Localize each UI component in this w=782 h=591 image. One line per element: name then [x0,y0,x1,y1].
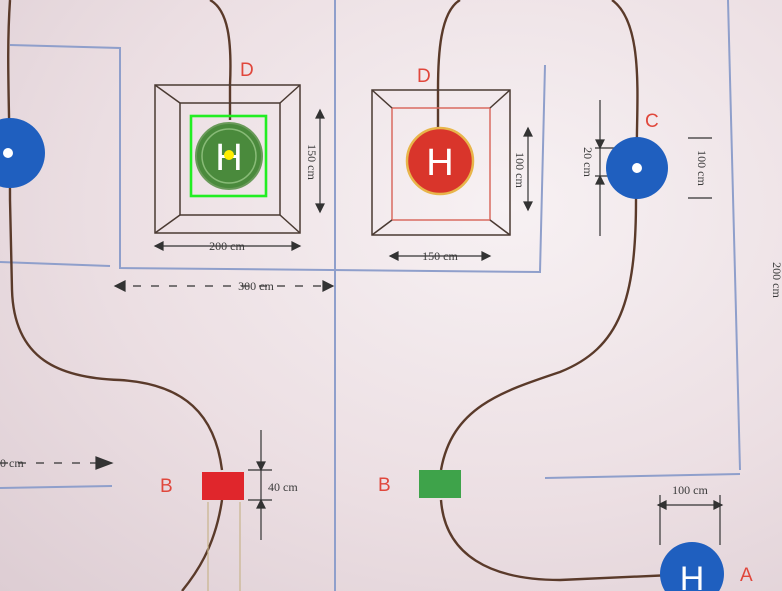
target-a-letter: H [680,560,705,591]
dim-target-c-offset: 20 cm [581,147,595,177]
box-b-right-tag: B [378,475,391,496]
helipad-right-pad [405,126,475,196]
helipad-left-frame [154,84,301,234]
box-b-left-tag: B [160,476,173,497]
dim-left-square-height: 150 cm [305,144,319,180]
helipad-left-ring [201,128,257,184]
helipad-left-tag: D [240,60,254,81]
dim-box-height: 40 cm [268,480,298,494]
target-c-center [632,163,642,173]
helipad-right-tag: D [417,66,431,87]
helipad-right-frame [371,89,511,236]
target-a [660,542,724,591]
dim-right-square-width: 150 cm [422,249,458,263]
dimension-lines-a [656,495,724,545]
dimension-lines-box [207,430,272,591]
dim-spacing: 300 cm [238,279,274,293]
dim-target-a-size: 100 cm [672,483,708,497]
dim-left-square-width: 200 cm [209,239,245,253]
field-borders [0,0,741,591]
detection-box [189,114,268,198]
helipad-right-letter: H [426,142,453,184]
target-left-center [3,148,13,158]
detection-point [224,150,234,160]
dim-right-square-height: 100 cm [513,152,527,188]
dim-target-c-size: 100 cm [695,150,709,186]
track-path [7,0,673,591]
dimension-lines-left [0,108,335,470]
box-b-left [202,472,244,500]
target-c-tag: C [645,111,659,132]
target-left [0,118,45,188]
dim-left-edge: 0 cm [0,456,24,470]
box-b-right [419,470,461,498]
target-a-tag: A [740,565,753,586]
dim-right-edge: 200 cm [770,262,782,298]
